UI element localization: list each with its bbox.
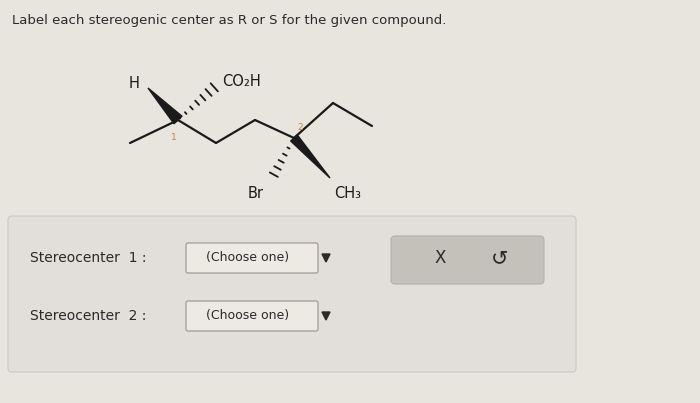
Text: X: X [434, 249, 446, 267]
FancyBboxPatch shape [186, 301, 318, 331]
FancyBboxPatch shape [8, 216, 576, 372]
Text: CH₃: CH₃ [334, 186, 361, 201]
Polygon shape [290, 135, 330, 178]
Polygon shape [148, 88, 182, 124]
FancyBboxPatch shape [186, 243, 318, 273]
FancyBboxPatch shape [391, 236, 544, 284]
Text: Br: Br [248, 186, 264, 201]
Polygon shape [322, 254, 330, 262]
Text: 1: 1 [171, 133, 177, 143]
Text: (Choose one): (Choose one) [206, 310, 290, 322]
Text: Label each stereogenic center as R or S for the given compound.: Label each stereogenic center as R or S … [12, 14, 447, 27]
Text: ↺: ↺ [491, 248, 509, 268]
Text: 2: 2 [298, 123, 303, 133]
Text: (Choose one): (Choose one) [206, 251, 290, 264]
Polygon shape [322, 312, 330, 320]
Text: Stereocenter  2 :: Stereocenter 2 : [30, 309, 146, 323]
Text: Stereocenter  1 :: Stereocenter 1 : [30, 251, 146, 265]
Text: CO₂H: CO₂H [222, 75, 260, 89]
Text: H: H [129, 77, 140, 91]
